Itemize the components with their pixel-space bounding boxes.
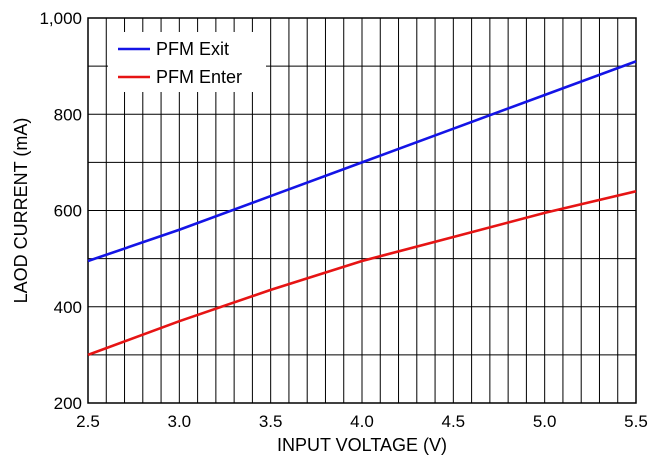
legend-label-pfm-enter: PFM Enter [156, 67, 242, 87]
plot-frame [87, 17, 637, 404]
series-lines [87, 60, 637, 357]
y-tick-label: 200 [54, 394, 82, 413]
series-line-pfm-exit [87, 60, 637, 263]
x-tick-label: 3.5 [259, 412, 283, 431]
y-axis-ticks: 200 400 600 800 1,000 [39, 9, 82, 413]
x-axis-label: INPUT VOLTAGE (V) [277, 435, 447, 455]
y-tick-label: 800 [54, 105, 82, 124]
x-tick-label: 4.0 [350, 412, 374, 431]
x-tick-label: 2.5 [76, 412, 100, 431]
x-tick-label: 5.0 [533, 412, 557, 431]
x-tick-label: 5.5 [624, 412, 648, 431]
y-tick-label: 1,000 [39, 9, 82, 28]
x-tick-label: 3.0 [168, 412, 192, 431]
legend-box [108, 32, 266, 92]
series-line-pfm-enter [87, 189, 637, 357]
x-tick-label: 4.5 [442, 412, 466, 431]
y-tick-label: 400 [54, 298, 82, 317]
legend-label-pfm-exit: PFM Exit [156, 39, 229, 59]
y-axis-label: LAOD CURRENT (mA) [11, 118, 31, 304]
x-axis-ticks: 2.5 3.0 3.5 4.0 4.5 5.0 5.5 [76, 412, 648, 431]
y-tick-label: 600 [54, 202, 82, 221]
legend: PFM Exit PFM Enter [108, 32, 266, 92]
